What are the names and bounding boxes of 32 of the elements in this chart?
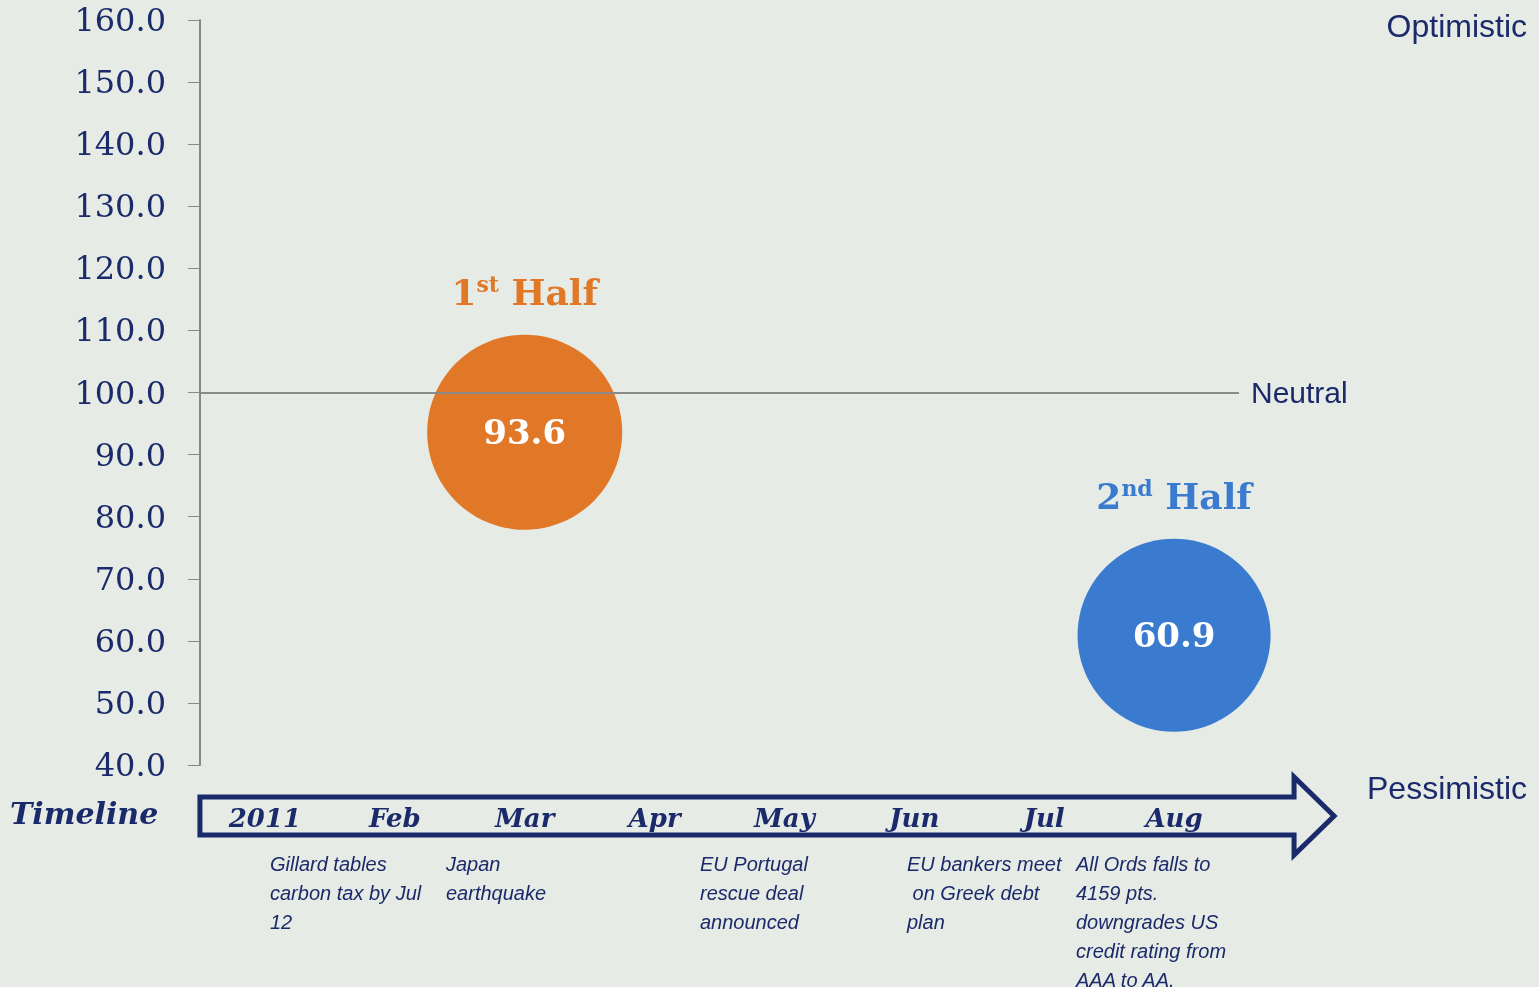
y-tick-label: 70.0: [94, 559, 166, 598]
y-tick-label: 40.0: [94, 746, 166, 784]
x-axis-title: Timeline: [10, 795, 159, 831]
y-tick-label: 90.0: [94, 435, 166, 474]
data-label: 60.9: [1132, 615, 1216, 656]
y-tick-label: 110.0: [74, 311, 166, 350]
ref-line-label: Neutral: [1251, 376, 1348, 409]
text: Pessimistic: [1366, 770, 1527, 806]
data-label: 93.6: [483, 412, 567, 453]
x-tick-label: 2011: [227, 803, 302, 833]
x-tick-label: Apr: [625, 803, 683, 833]
x-tick-label: Jun: [884, 803, 940, 833]
x-tick-label: Mar: [494, 803, 557, 833]
y-tick-label: 130.0: [74, 187, 166, 226]
y-tick-label: 140.0: [74, 125, 166, 164]
x-tick-label: May: [753, 803, 817, 833]
text: EU Portugal rescue deal announced: [700, 852, 814, 933]
text: Gillard tables carbon tax by Jul 12: [270, 852, 427, 933]
text: Optimistic: [1386, 8, 1527, 44]
x-tick-label: Feb: [367, 803, 421, 833]
y-tick-label: 60.0: [94, 621, 166, 660]
y-tick-label: 80.0: [94, 497, 166, 536]
y-tick-label: 120.0: [74, 249, 166, 288]
text: All Ords falls to 4159 pts. downgrades US credit rating from AAA to AA.: [1075, 852, 1232, 987]
y-tick-label: 50.0: [94, 683, 166, 722]
text: EU bankers meet on Greek debt plan: [906, 852, 1063, 933]
text: Japan earthquake: [445, 852, 547, 904]
y-tick-label: 160.0: [74, 1, 166, 39]
y-tick-label: 100.0: [74, 373, 166, 412]
x-tick-label: Jul: [1018, 803, 1065, 833]
x-tick-label: Aug: [1142, 803, 1203, 833]
y-tick-label: 150.0: [74, 63, 166, 102]
